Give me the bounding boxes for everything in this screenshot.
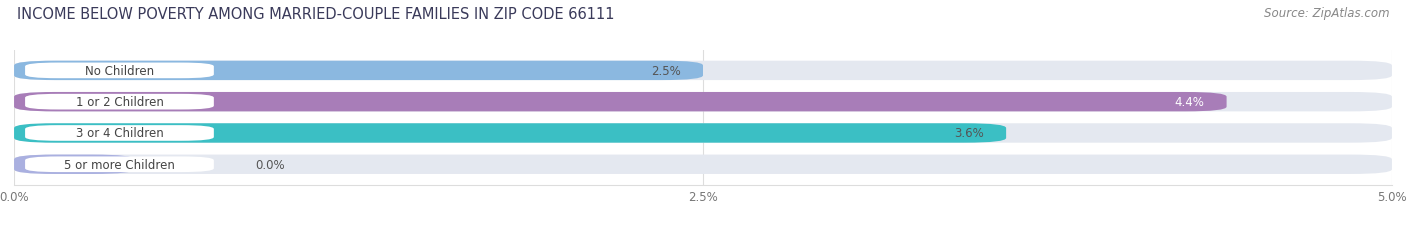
Text: 4.4%: 4.4% [1174,96,1205,109]
FancyBboxPatch shape [25,94,214,110]
Text: 3 or 4 Children: 3 or 4 Children [76,127,163,140]
Text: 3.6%: 3.6% [955,127,984,140]
FancyBboxPatch shape [14,93,1226,112]
Text: 1 or 2 Children: 1 or 2 Children [76,96,163,109]
FancyBboxPatch shape [25,63,214,79]
FancyBboxPatch shape [14,93,1392,112]
FancyBboxPatch shape [14,61,703,81]
FancyBboxPatch shape [14,155,134,174]
FancyBboxPatch shape [14,124,1392,143]
Text: 2.5%: 2.5% [651,65,681,78]
Text: 5 or more Children: 5 or more Children [65,158,174,171]
FancyBboxPatch shape [14,155,1392,174]
FancyBboxPatch shape [14,124,1007,143]
FancyBboxPatch shape [25,157,214,172]
FancyBboxPatch shape [25,126,214,141]
FancyBboxPatch shape [14,61,1392,81]
Text: 0.0%: 0.0% [256,158,285,171]
Text: INCOME BELOW POVERTY AMONG MARRIED-COUPLE FAMILIES IN ZIP CODE 66111: INCOME BELOW POVERTY AMONG MARRIED-COUPL… [17,7,614,22]
Text: Source: ZipAtlas.com: Source: ZipAtlas.com [1264,7,1389,20]
Text: No Children: No Children [84,65,155,78]
